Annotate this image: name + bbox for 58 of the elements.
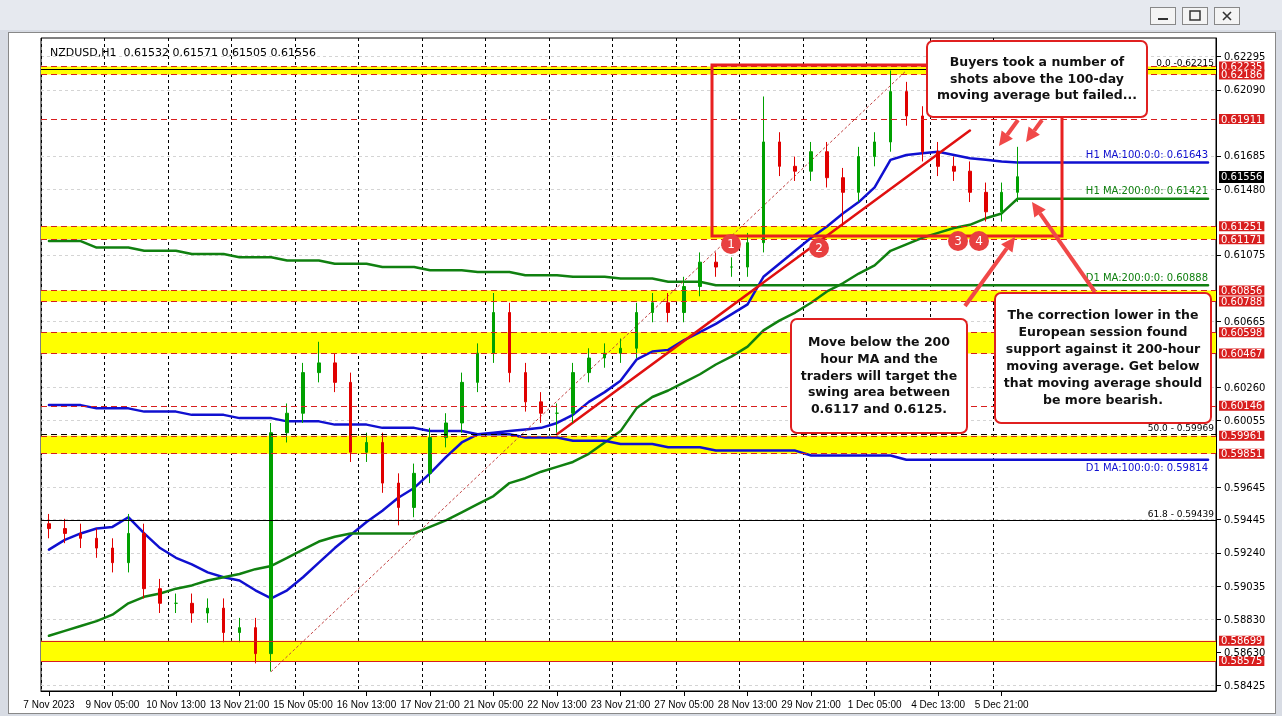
x-tick-label: 5 Dec 21:00 (974, 698, 1030, 710)
y-tick-label: 0.61685 (1224, 150, 1266, 162)
ref-line-label: 0.58575 (1221, 655, 1263, 667)
text: NZDUSD,H1 0.61532 0.61571 0.61505 0.61556 (50, 46, 316, 59)
ref-line-label: 0.59961 (1221, 430, 1263, 442)
y-tick-label: 0.58630 (1224, 646, 1266, 658)
annotation: 61.8 - 0.59439 (1147, 508, 1214, 519)
annotation: 2 (809, 238, 829, 258)
ref-line-label: 0.59851 (1221, 448, 1263, 460)
ref-line-label: 0.60856 (1221, 284, 1263, 296)
y-tick-label: 0.62295 (1224, 51, 1266, 63)
y-tick-label: 0.59035 (1224, 580, 1266, 592)
ref-line-label: 0.61171 (1221, 233, 1263, 245)
y-tick-label: 0.59240 (1224, 547, 1266, 559)
x-tick-label: 4 Dec 13:00 (911, 698, 966, 710)
ref-line-label: 0.60598 (1221, 326, 1263, 338)
x-tick-label: 7 Nov 2023 (23, 698, 75, 710)
annotation: 0.0 -0.62215 (1156, 57, 1214, 68)
y-tick-label: 0.61075 (1224, 249, 1266, 261)
x-tick-label: 10 Nov 13:00 (146, 698, 207, 710)
x-tick-label: 15 Nov 05:00 (273, 698, 334, 710)
callout-box: The correction lower in the European session found support against it 200-hour moving average. Get below that moving average should be more bearish. (994, 292, 1212, 424)
ref-line-label: 0.61911 (1221, 113, 1263, 125)
y-tick-label: 0.62090 (1224, 84, 1266, 96)
ref-line-label: 0.58699 (1221, 635, 1263, 647)
x-tick-label: 27 Nov 05:00 (654, 698, 715, 710)
ref-line-label: 0.60146 (1221, 400, 1263, 412)
annotation: 3 (948, 231, 968, 251)
y-tick-label: 0.58425 (1224, 679, 1266, 691)
y-tick-label: 0.60055 (1224, 415, 1266, 427)
y-tick-label: 0.58830 (1224, 614, 1266, 626)
x-tick-label: 22 Nov 13:00 (527, 698, 588, 710)
x-tick-label: 21 Nov 05:00 (463, 698, 524, 710)
y-tick-label: 0.60665 (1224, 315, 1266, 327)
annotation: 1 (721, 234, 741, 254)
annotation: 50.0 - 0.59969 (1147, 422, 1214, 433)
series-label: H1 MA:100:0:0: 0.61643 (1085, 149, 1209, 161)
y-tick-label: 0.59645 (1224, 481, 1266, 493)
x-tick-label: 17 Nov 21:00 (400, 698, 461, 710)
y-tick-label: 0.60260 (1224, 381, 1266, 393)
x-tick-label: 16 Nov 13:00 (336, 698, 397, 710)
annotation: 4 (969, 231, 989, 251)
x-tick-label: 28 Nov 13:00 (717, 698, 778, 710)
ref-line-label: 0.61251 (1221, 220, 1263, 232)
x-tick-label: 13 Nov 21:00 (209, 698, 270, 710)
callout-box: Buyers took a number of shots above the 100-day moving average but failed... (926, 40, 1148, 118)
ref-line-label: 0.60788 (1221, 295, 1263, 307)
x-tick-label: 23 Nov 21:00 (590, 698, 651, 710)
y-tick-label: 0.59445 (1224, 514, 1266, 526)
x-tick-label: 1 Dec 05:00 (847, 698, 903, 710)
series-label: D1 MA:100:0:0: 0.59814 (1085, 462, 1209, 474)
series-label: H1 MA:200:0:0: 0.61421 (1085, 185, 1209, 197)
callout-box: Move below the 200 hour MA and the traders will target the swing area between 0.6117 and 0.6125. (790, 318, 968, 434)
ref-line-label: 0.60467 (1221, 348, 1263, 360)
x-tick-label: 29 Nov 21:00 (781, 698, 842, 710)
y-tick-label: 0.61480 (1224, 183, 1266, 195)
text: 0.61556 (1219, 170, 1265, 183)
x-tick-label: 9 Nov 05:00 (85, 698, 140, 710)
